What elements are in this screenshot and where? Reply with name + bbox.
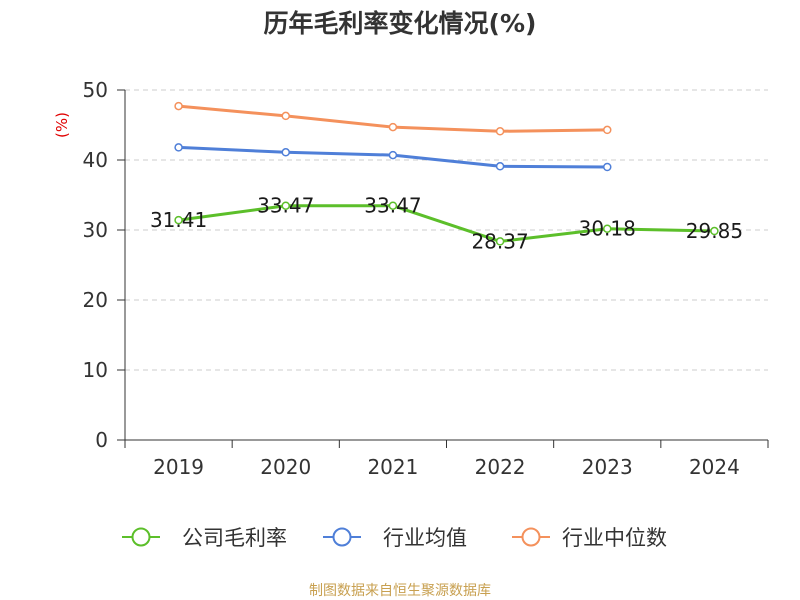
legend-label: 行业均值 [383, 526, 467, 550]
data-point[interactable] [388, 122, 398, 132]
data-label: 29.85 [686, 219, 743, 243]
y-tick-label: 0 [95, 428, 108, 452]
legend-item-2[interactable]: 行业中位数 [512, 526, 667, 550]
y-tick-label: 50 [83, 78, 108, 102]
data-point[interactable] [495, 127, 505, 136]
legend-marker-icon [521, 527, 541, 547]
legend-item-1[interactable]: 行业均值 [323, 526, 467, 550]
y-tick-label: 30 [83, 218, 108, 242]
y-tick-label: 20 [83, 288, 108, 312]
legend-marker-icon [332, 527, 352, 547]
data-point[interactable] [388, 150, 398, 160]
data-point[interactable] [495, 162, 505, 171]
data-point[interactable] [174, 215, 183, 225]
data-label: 31.41 [150, 208, 207, 232]
axes: 0 10 20 30 40 50 2019 2020 2021 2022 2023 2024 [83, 78, 769, 479]
x-tick-label: 2021 [367, 455, 418, 479]
x-tick-label: 2022 [475, 455, 526, 479]
y-axis-label: (%) [53, 112, 71, 138]
series-layer [174, 101, 719, 246]
data-point[interactable] [281, 148, 290, 157]
data-point[interactable] [710, 226, 719, 236]
data-point[interactable] [603, 224, 612, 233]
legend-label: 公司毛利率 [182, 526, 287, 550]
data-point[interactable] [174, 143, 183, 152]
data-labels: 31.41 33.47 33.47 28.37 30.18 29.85 [150, 194, 743, 254]
series-line-0 [177, 204, 716, 243]
chart-title: 历年毛利率变化情况(%) [264, 9, 537, 38]
x-tick-label: 2020 [260, 455, 311, 479]
x-tick-label: 2023 [582, 455, 633, 479]
data-label: 30.18 [579, 217, 636, 241]
y-tick-label: 10 [83, 358, 108, 382]
data-point[interactable] [603, 162, 612, 172]
legend-marker-icon [131, 527, 151, 547]
data-label: 33.47 [257, 194, 314, 218]
y-tick-label: 40 [83, 148, 108, 172]
data-point[interactable] [495, 237, 505, 246]
legend-item-0[interactable]: 公司毛利率 [122, 526, 287, 550]
data-point[interactable] [281, 111, 290, 121]
data-point[interactable] [281, 201, 290, 210]
x-tick-label: 2019 [153, 455, 204, 479]
x-tick-label: 2024 [689, 455, 740, 479]
legend: 公司毛利率 行业均值 行业中位数 [122, 526, 667, 550]
legend-label: 行业中位数 [562, 526, 667, 550]
data-label: 33.47 [364, 194, 421, 218]
data-point[interactable] [174, 101, 183, 111]
source-footer: 制图数据来自恒生聚源数据库 [309, 583, 491, 599]
data-label: 28.37 [471, 229, 528, 253]
data-point[interactable] [388, 201, 398, 210]
data-point[interactable] [603, 125, 612, 135]
